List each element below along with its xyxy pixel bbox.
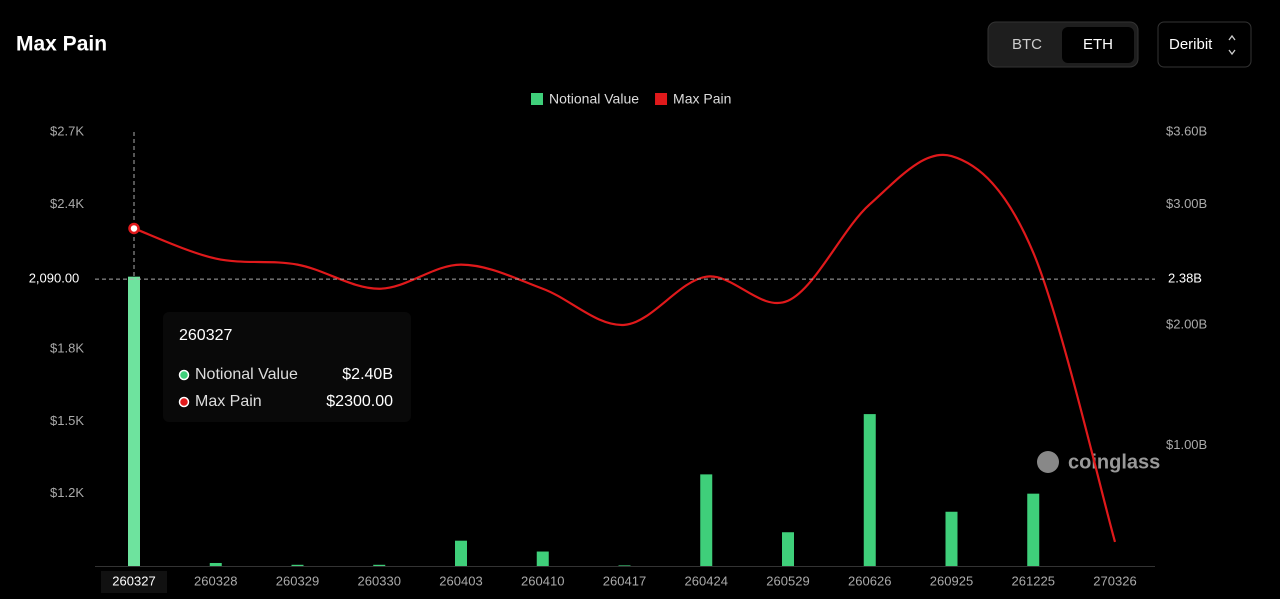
x-tick-label: 270326 (1093, 573, 1136, 588)
coin-button[interactable]: BTC (1012, 36, 1042, 53)
tooltip-name: Notional Value (195, 366, 298, 383)
tooltip-value: $2300.00 (326, 393, 393, 410)
x-tick-label: 260330 (358, 573, 401, 588)
bar (291, 564, 304, 566)
y2-tick-label: $2.00B (1166, 316, 1207, 331)
x-label-highlight (101, 571, 167, 593)
y-tick-label: $1.5K (50, 413, 84, 428)
coin-selected-bg (1062, 27, 1134, 63)
legend-label: Max Pain (673, 91, 731, 107)
exchange-select[interactable] (1157, 21, 1252, 68)
bar (945, 511, 958, 566)
y-tick-label: $1.2K (50, 485, 84, 500)
tooltip (163, 312, 411, 422)
x-tick-label: 261225 (1012, 573, 1055, 588)
bar (700, 474, 713, 566)
x-tick-label: 260417 (603, 573, 646, 588)
tooltip-dot (178, 369, 190, 381)
hover-point (128, 222, 140, 235)
x-tick-label: 260410 (521, 573, 564, 588)
crosshair-label-bg (20, 269, 92, 290)
tooltip-value: $2.40B (342, 366, 393, 383)
bar (536, 551, 549, 566)
bar (455, 540, 467, 566)
bar (209, 562, 222, 566)
tooltip-title: 260327 (179, 327, 232, 344)
x-tick-label: 260529 (766, 573, 809, 588)
watermark-icon (1037, 451, 1059, 473)
y2-tick-label: $3.00B (1166, 196, 1207, 211)
page-title: Max Pain (16, 33, 107, 56)
y-tick-label: $2.4K (50, 196, 84, 211)
x-tick-label: 260327 (112, 573, 155, 588)
x-tick-label: 260424 (685, 573, 728, 588)
bar (373, 564, 386, 566)
bar (618, 565, 631, 566)
x-tick-label: 260329 (276, 573, 319, 588)
select-caret (1228, 34, 1236, 56)
legend-label: Notional Value (549, 91, 639, 107)
y-tick-label: $1.8K (50, 340, 84, 355)
y-tick-label: $2.7K (50, 123, 84, 138)
tooltip-dot (178, 396, 190, 408)
coin-button[interactable]: ETH (1083, 36, 1113, 53)
legend-swatch (655, 93, 668, 105)
tooltip-name: Max Pain (195, 393, 262, 410)
bar (782, 532, 794, 566)
chart: Notional Value Max Pain $1.2K $1.5K $1.8K $2.… (20, 91, 1207, 593)
x-tick-label: 260328 (194, 573, 237, 588)
exchange-label[interactable]: Deribit (1169, 36, 1213, 53)
y2-tick-label: $3.60B (1166, 123, 1207, 138)
x-tick-label: 260925 (930, 573, 973, 588)
bar (863, 414, 876, 566)
max-pain-line (133, 153, 1117, 543)
watermark: coinglass (1068, 451, 1160, 473)
y2-tick-label: $1.00B (1166, 437, 1207, 452)
crosshair-y2-label: 2.38B (1168, 271, 1202, 286)
x-tick-label: 260403 (439, 573, 482, 588)
x-tick-label: 260626 (848, 573, 891, 588)
legend-swatch (531, 93, 543, 105)
bar (1027, 493, 1040, 566)
bar (128, 276, 140, 566)
crosshair-y-label: 2,090.00 (29, 271, 80, 286)
